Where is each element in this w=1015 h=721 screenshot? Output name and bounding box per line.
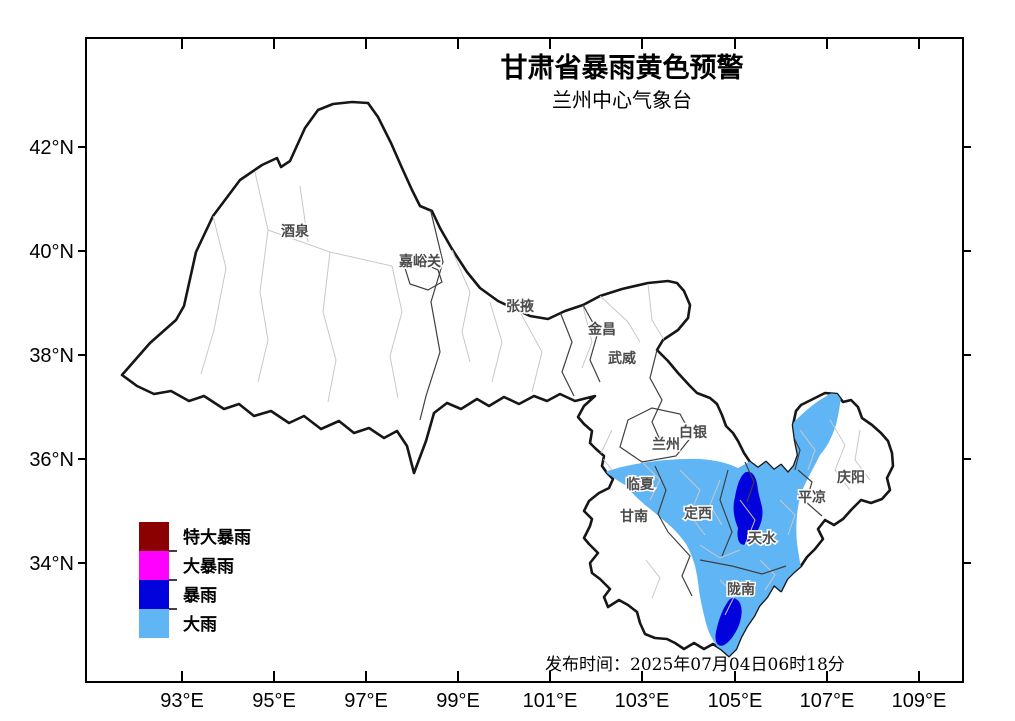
city-label-wuwei: 武威 <box>608 350 636 367</box>
city-label-tianshui: 天水 <box>748 530 777 547</box>
legend-swatch-extreme-rainstorm <box>139 522 169 551</box>
axis-ticks <box>78 38 971 682</box>
city-label-pingliang: 平凉 <box>798 489 826 506</box>
rainstorm-area-tianshui <box>733 471 763 545</box>
legend-swatch-rainstorm <box>139 580 169 609</box>
y-axis-labels: 42°N 40°N 38°N 36°N 34°N <box>29 137 74 575</box>
page-subtitle: 兰州中心气象台 <box>552 88 692 112</box>
city-label-zhangye: 张掖 <box>506 298 535 315</box>
legend-label-extreme-rainstorm: 特大暴雨 <box>183 527 251 548</box>
city-label-jiayuguan: 嘉峪关 <box>398 253 441 270</box>
y-tick-label: 34°N <box>29 553 74 575</box>
x-tick-label: 101°E <box>523 690 578 712</box>
city-label-gannan: 甘南 <box>620 508 648 525</box>
rainstorm-area-linxia <box>628 478 650 492</box>
y-tick-label: 36°N <box>29 449 74 471</box>
city-label-linxia: 临夏 <box>626 476 655 493</box>
x-axis-labels: 93°E 95°E 97°E 99°E 101°E 103°E 105°E 10… <box>160 690 946 712</box>
city-label-lanzhou: 兰州 <box>652 436 680 453</box>
y-tick-label: 38°N <box>29 345 74 367</box>
rainstorm-area-longnan <box>715 598 742 646</box>
x-tick-label: 107°E <box>800 690 855 712</box>
prefecture-boundaries <box>404 207 823 597</box>
legend-label-severe-rainstorm: 大暴雨 <box>183 556 234 577</box>
x-tick-label: 93°E <box>160 690 204 712</box>
legend-label-rainstorm: 暴雨 <box>182 586 217 606</box>
city-label-longnan: 陇南 <box>727 581 755 598</box>
page-title: 甘肃省暴雨黄色预警 <box>501 52 744 84</box>
city-label-dingxi: 定西 <box>684 505 712 522</box>
issue-time: 发布时间：2025年07月04日06时18分 <box>545 655 845 675</box>
legend-swatch-severe-rainstorm <box>139 551 169 580</box>
city-labels: 酒泉 嘉峪关 张掖 金昌 武威 白银 兰州 临夏 甘南 定西 天水 平凉 庆阳 … <box>280 222 867 600</box>
city-label-jinchang: 金昌 <box>587 321 616 338</box>
x-tick-label: 99°E <box>436 690 480 712</box>
x-tick-label: 97°E <box>344 690 388 712</box>
legend-label-heavy-rain: 大雨 <box>183 614 217 635</box>
city-label-qingyang: 庆阳 <box>837 469 865 486</box>
y-tick-label: 40°N <box>29 241 74 263</box>
y-tick-label: 42°N <box>29 137 74 159</box>
x-tick-label: 109°E <box>892 690 947 712</box>
x-tick-label: 95°E <box>252 690 296 712</box>
city-label-jiuquan: 酒泉 <box>281 223 310 240</box>
plot-frame <box>85 37 964 683</box>
legend: 特大暴雨 大暴雨 暴雨 大雨 <box>139 522 251 638</box>
legend-swatch-heavy-rain <box>139 609 169 638</box>
city-label-baiyin: 白银 <box>679 424 708 441</box>
x-tick-label: 103°E <box>615 690 670 712</box>
x-tick-label: 105°E <box>708 690 763 712</box>
